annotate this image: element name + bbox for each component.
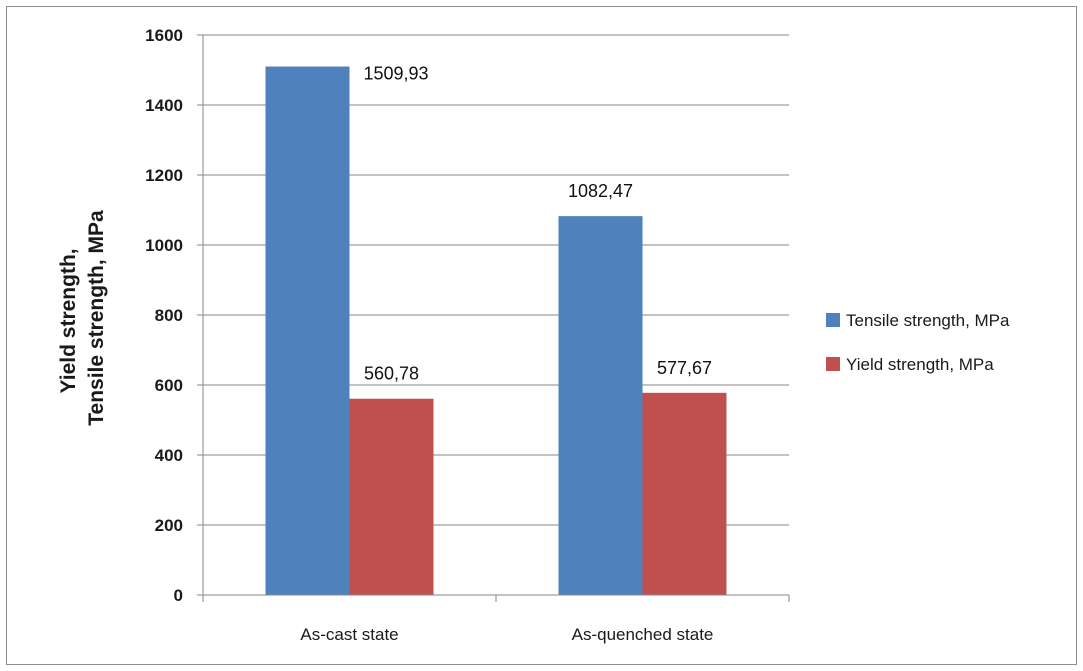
data-label: 1082,47 [568,181,633,201]
y-tick-label: 1600 [145,26,183,45]
y-tick-labels: 0 200 400 600 800 1000 1200 1400 1600 [145,26,183,605]
category-labels: As-cast state As-quenched state [300,625,713,644]
legend-label-yield: Yield strength, MPa [846,355,994,374]
category-label: As-quenched state [572,625,714,644]
y-axis-label: Yield strength, Tensile strength, MPa [57,210,108,426]
bars [265,66,727,596]
data-label: 577,67 [657,358,712,378]
y-tick-label: 400 [155,446,183,465]
legend: Tensile strength, MPa Yield strength, MP… [826,311,1010,374]
y-tick-label: 200 [155,516,183,535]
y-axis-label-line-1: Yield strength, [57,248,80,393]
y-tick-label: 0 [174,586,183,605]
y-tick-label: 600 [155,376,183,395]
data-label: 560,78 [364,364,419,384]
bar-yield-as-cast [349,398,434,595]
y-axis-label-line-2: Tensile strength, MPa [85,210,108,426]
bar-tensile-as-quenched [558,216,643,595]
y-tick-label: 800 [155,306,183,325]
category-label: As-cast state [300,625,398,644]
y-tick-label: 1200 [145,166,183,185]
y-tick-label: 1400 [145,96,183,115]
bar-tensile-as-cast [265,66,350,596]
legend-label-tensile: Tensile strength, MPa [846,311,1010,330]
axes [197,34,790,602]
chart-frame [6,6,1077,665]
y-tick-label: 1000 [145,236,183,255]
legend-swatch-tensile [826,313,840,327]
legend-swatch-yield [826,357,840,371]
data-labels: 1509,93 560,78 1082,47 577,67 [364,64,713,384]
bar-yield-as-quenched [642,392,727,595]
data-label: 1509,93 [364,64,429,84]
